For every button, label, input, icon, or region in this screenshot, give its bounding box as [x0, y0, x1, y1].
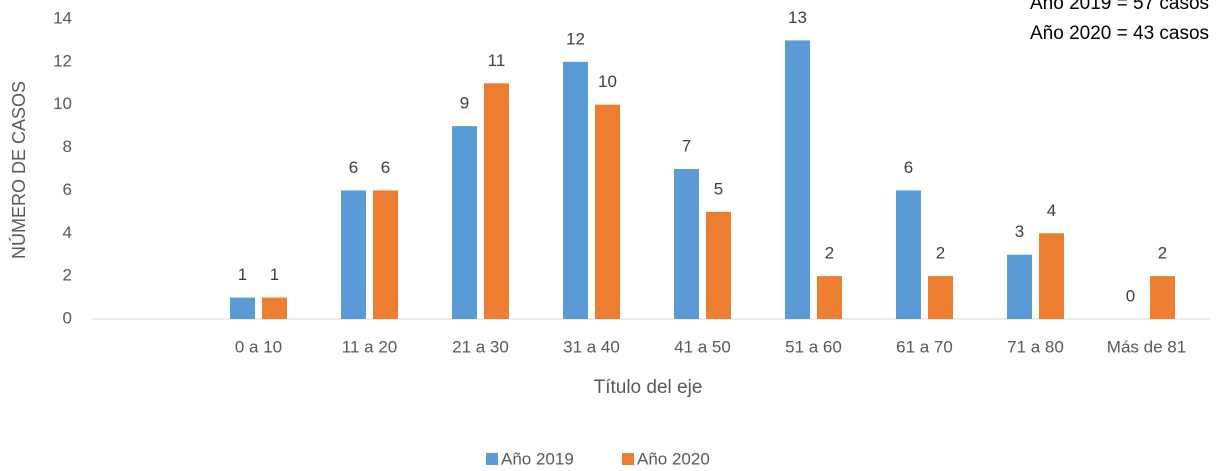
data-label: 3 — [1015, 222, 1024, 241]
x-tick-label: 51 a 60 — [785, 337, 842, 356]
data-label: 2 — [1158, 244, 1167, 263]
x-tick-label: 21 a 30 — [452, 337, 509, 356]
bar — [262, 297, 287, 319]
y-tick-label: 8 — [63, 137, 72, 156]
data-label: 11 — [488, 51, 506, 70]
bar — [341, 190, 366, 319]
x-axis-title: Título del eje — [594, 377, 703, 398]
y-axis-title: NÚMERO DE CASOS — [8, 81, 29, 259]
data-label: 6 — [381, 158, 390, 177]
data-label: 2 — [936, 244, 945, 263]
data-label: 10 — [598, 72, 617, 91]
x-tick-label: Más de 81 — [1107, 337, 1186, 356]
x-tick-label: 61 a 70 — [896, 337, 953, 356]
annotation: Año 2020 = 43 casos — [1030, 23, 1209, 44]
y-tick-label: 6 — [63, 180, 72, 199]
data-label: 12 — [566, 29, 585, 48]
y-tick-label: 12 — [53, 51, 72, 70]
y-tick-label: 10 — [53, 94, 72, 113]
x-tick-label: 0 a 10 — [235, 337, 282, 356]
y-tick-label: 2 — [63, 266, 72, 285]
bar — [817, 276, 842, 319]
bar — [896, 190, 921, 319]
bar — [595, 104, 620, 319]
data-label: 6 — [349, 158, 358, 177]
data-label: 9 — [460, 94, 469, 113]
y-tick-label: 0 — [63, 308, 72, 327]
x-tick-label: 11 a 20 — [342, 337, 397, 356]
x-tick-label: 41 a 50 — [674, 337, 731, 356]
data-label: 2 — [825, 244, 834, 263]
bar — [674, 169, 699, 319]
x-tick-label: 31 a 40 — [563, 337, 620, 356]
annotation: Año 2019 = 57 casos — [1030, 0, 1209, 14]
data-label: 0 — [1126, 286, 1135, 305]
data-label: 7 — [682, 136, 691, 155]
data-label: 4 — [1047, 201, 1056, 220]
bar — [452, 126, 477, 320]
legend-swatch — [486, 453, 498, 465]
bar — [373, 190, 398, 319]
data-label: 1 — [270, 265, 279, 284]
bar — [706, 211, 731, 319]
bar — [1007, 254, 1032, 319]
bar — [785, 40, 810, 320]
legend-swatch — [622, 453, 634, 465]
y-tick-label: 4 — [63, 223, 72, 242]
bar — [1150, 276, 1175, 319]
x-tick-label: 71 a 80 — [1007, 337, 1064, 356]
data-label: 6 — [904, 158, 913, 177]
bar — [1039, 233, 1064, 319]
bar — [563, 61, 588, 319]
bar — [230, 297, 255, 319]
y-tick-label: 14 — [53, 8, 72, 27]
legend-label: Año 2020 — [637, 449, 710, 468]
data-label: 1 — [238, 265, 247, 284]
legend-label: Año 2019 — [501, 449, 574, 468]
bar — [484, 83, 509, 320]
data-label: 13 — [788, 8, 807, 27]
bar — [928, 276, 953, 319]
data-label: 5 — [714, 179, 723, 198]
